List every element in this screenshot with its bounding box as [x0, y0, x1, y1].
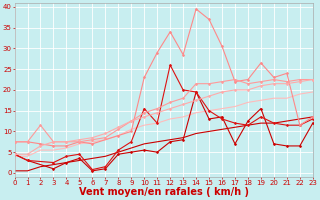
- X-axis label: Vent moyen/en rafales ( km/h ): Vent moyen/en rafales ( km/h ): [79, 187, 249, 197]
